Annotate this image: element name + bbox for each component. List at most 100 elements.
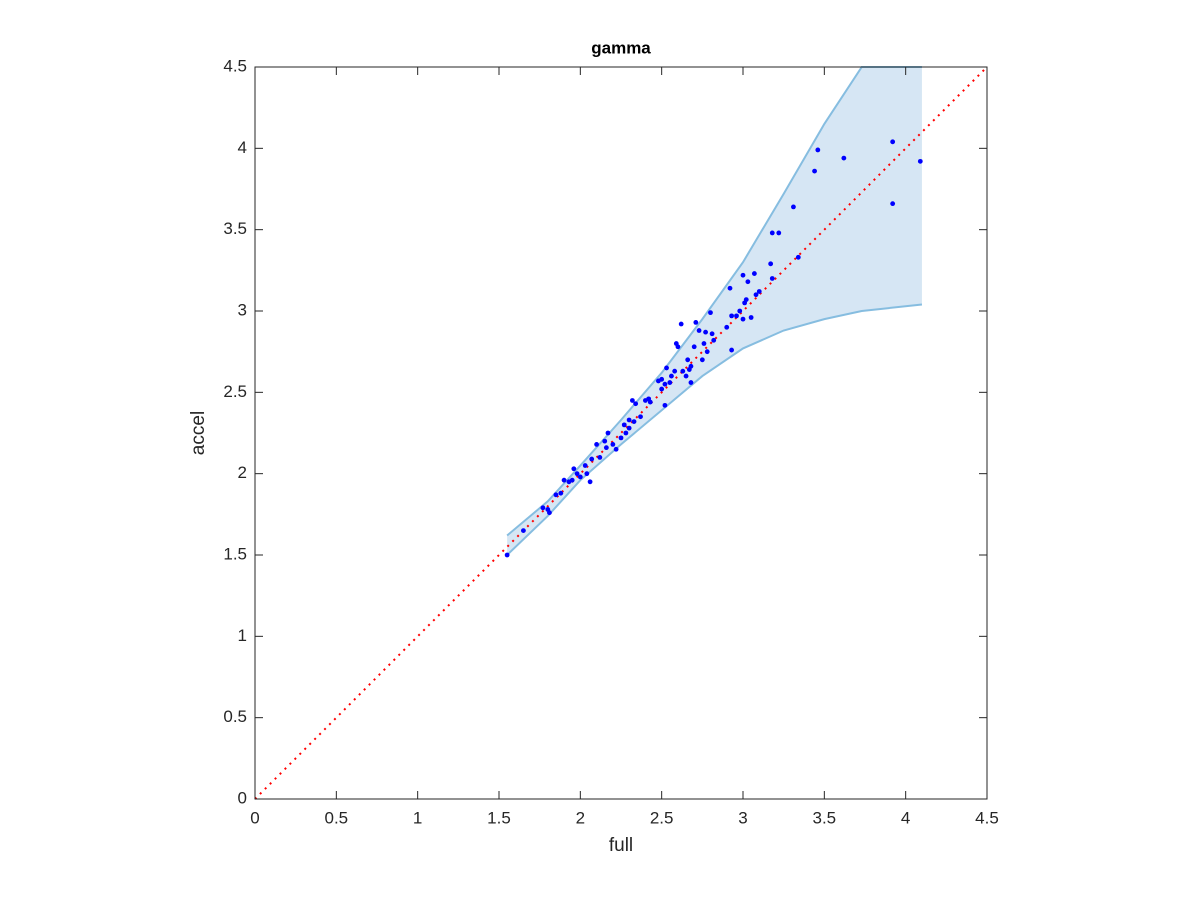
- data-point: [659, 386, 665, 392]
- data-point: [571, 466, 577, 472]
- x-tick-label: 2: [576, 808, 585, 827]
- data-point: [769, 276, 775, 281]
- y-tick-label: 3: [238, 300, 247, 319]
- data-point: [751, 271, 757, 276]
- data-point: [659, 376, 665, 382]
- data-point: [521, 528, 526, 533]
- axes-box: [254, 66, 988, 800]
- data-point: [547, 510, 552, 516]
- data-point: [553, 492, 559, 498]
- data-point: [795, 254, 801, 260]
- x-tick-label: 2.5: [650, 808, 674, 827]
- y-tick-label: 0.5: [223, 707, 247, 726]
- data-point: [708, 310, 713, 316]
- data-point: [638, 414, 643, 420]
- data-point: [633, 401, 639, 407]
- data-point: [815, 147, 821, 153]
- data-point: [647, 399, 653, 405]
- y-tick-label: 0: [238, 788, 247, 807]
- data-point: [841, 155, 847, 161]
- y-tick-label: 3.5: [223, 219, 247, 238]
- y-tick-label: 1.5: [223, 544, 247, 563]
- data-point: [605, 430, 611, 436]
- data-point: [696, 328, 702, 333]
- data-point: [748, 315, 754, 320]
- x-tick-label: 4.5: [975, 808, 999, 827]
- data-point: [753, 292, 759, 298]
- data-point: [688, 363, 694, 369]
- data-point: [667, 380, 673, 385]
- data-point: [577, 474, 583, 480]
- data-point: [540, 505, 546, 511]
- x-axis-label: full: [609, 835, 633, 856]
- x-tick-label: 0.5: [325, 808, 349, 827]
- data-point: [709, 331, 715, 337]
- data-point: [688, 380, 694, 385]
- data-point: [610, 441, 616, 447]
- data-point: [678, 321, 684, 327]
- data-point: [917, 158, 923, 164]
- data-point: [589, 456, 595, 462]
- x-tick-label: 1: [413, 808, 422, 827]
- data-point: [680, 368, 686, 374]
- data-point: [594, 441, 599, 447]
- data-point: [685, 357, 691, 363]
- data-point: [743, 297, 749, 303]
- data-point: [727, 285, 733, 291]
- data-point: [587, 479, 593, 485]
- data-point: [672, 368, 678, 374]
- data-point: [662, 402, 668, 408]
- data-point: [631, 419, 637, 425]
- data-point: [737, 308, 743, 314]
- data-point: [683, 373, 689, 379]
- data-point: [740, 272, 746, 278]
- data-point: [613, 446, 619, 452]
- data-point: [729, 347, 735, 353]
- data-point: [662, 381, 668, 387]
- y-tick-label: 2: [238, 463, 247, 482]
- data-point: [812, 168, 817, 174]
- data-point: [711, 337, 717, 343]
- data-point: [734, 313, 739, 319]
- data-point: [626, 417, 632, 423]
- y-tick-label: 4.5: [223, 56, 247, 75]
- x-tick-label: 3: [738, 808, 747, 827]
- data-point: [776, 230, 782, 236]
- data-point: [669, 373, 674, 379]
- data-point: [618, 435, 624, 441]
- data-point: [621, 422, 627, 428]
- data-point: [664, 365, 669, 371]
- data-point: [768, 261, 774, 267]
- data-point: [675, 344, 681, 350]
- data-point: [623, 430, 629, 436]
- x-tick-label: 3.5: [813, 808, 837, 827]
- band-edge: [506, 303, 923, 556]
- data-point: [629, 398, 635, 403]
- data-point: [504, 552, 510, 558]
- data-point: [574, 471, 580, 477]
- data-point: [569, 477, 575, 483]
- reference-line: [254, 66, 988, 800]
- data-point: [704, 349, 710, 355]
- data-point: [756, 289, 762, 294]
- data-point: [724, 324, 730, 330]
- confidence-band: [507, 67, 922, 555]
- x-tick-label: 1.5: [487, 808, 511, 827]
- data-point: [745, 279, 751, 285]
- data-point: [890, 201, 896, 207]
- data-point: [699, 357, 705, 363]
- data-point: [626, 425, 632, 431]
- x-tick-label: 0: [250, 808, 259, 827]
- data-point: [769, 230, 775, 236]
- data-point: [561, 477, 567, 483]
- y-tick-label: 2.5: [223, 382, 247, 401]
- data-point: [584, 471, 590, 477]
- data-point: [691, 344, 697, 350]
- data-point: [701, 341, 707, 346]
- data-point: [558, 490, 564, 496]
- data-point: [729, 313, 735, 319]
- data-point: [791, 204, 796, 210]
- y-tick-label: 1: [238, 626, 247, 645]
- y-axis-label: accel: [188, 411, 209, 455]
